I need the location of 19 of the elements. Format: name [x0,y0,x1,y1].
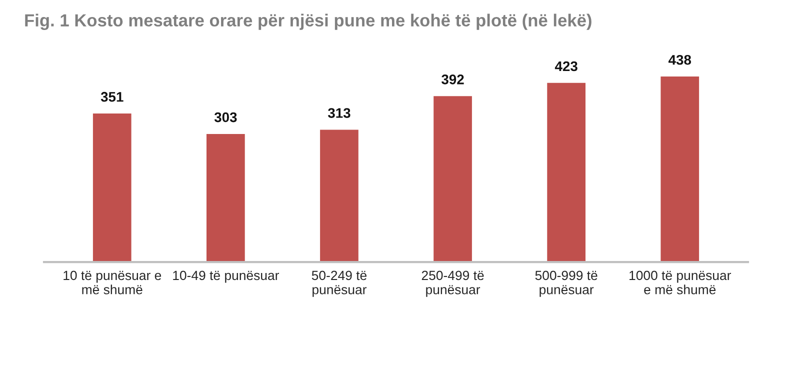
bar [205,132,246,262]
data-label: 313 [328,108,350,118]
bar [318,128,360,262]
x-tick-label: 50-249 të punësuar [312,270,367,297]
bar [546,82,587,262]
data-label: 392 [442,74,464,84]
bar [92,112,133,262]
bar [432,94,474,262]
bar [659,75,700,262]
data-label: 351 [100,92,124,102]
data-label: 438 [668,54,692,65]
x-tick-label: 10 të punësuar e më shumë [64,270,162,294]
x-tick-label: 1000 të punësuar e më shumë [630,270,732,294]
data-label: 303 [214,112,237,122]
x-tick-label: 10-49 të punësuar [173,270,280,283]
chart-title: Fig. 1 Kosto mesatare orare për njësi pune me kohë të plotë (në lekë) [25,14,592,30]
data-label: 423 [554,61,578,72]
x-tick-label: 250-499 të punësuar [422,270,484,297]
x-tick-label: 500-999 të punësuar [535,270,598,297]
